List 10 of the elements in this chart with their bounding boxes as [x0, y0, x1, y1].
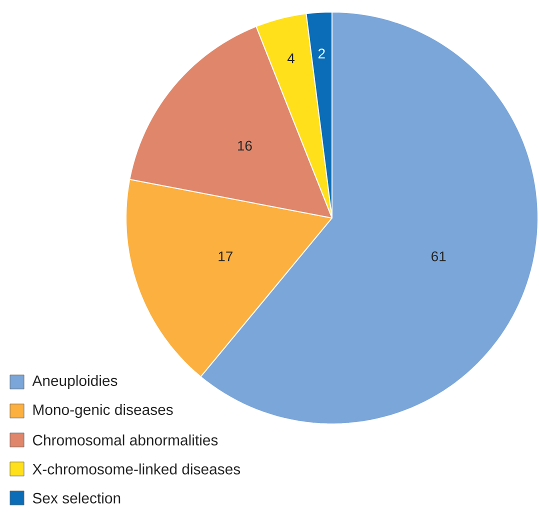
data-label: 2 [318, 48, 325, 58]
data-label: 16 [238, 140, 252, 151]
legend-label: Chromosomal abnormalities [32, 434, 218, 446]
legend-label: X-chromosome-linked diseases [32, 464, 240, 474]
data-label: 17 [218, 252, 232, 262]
data-label: 4 [287, 54, 294, 64]
legend-label: Sex selection [32, 492, 120, 504]
data-label: 61 [432, 251, 446, 262]
legend-label: Mono-genic diseases [33, 404, 173, 418]
legend-label: Aneuploidies [32, 375, 118, 389]
